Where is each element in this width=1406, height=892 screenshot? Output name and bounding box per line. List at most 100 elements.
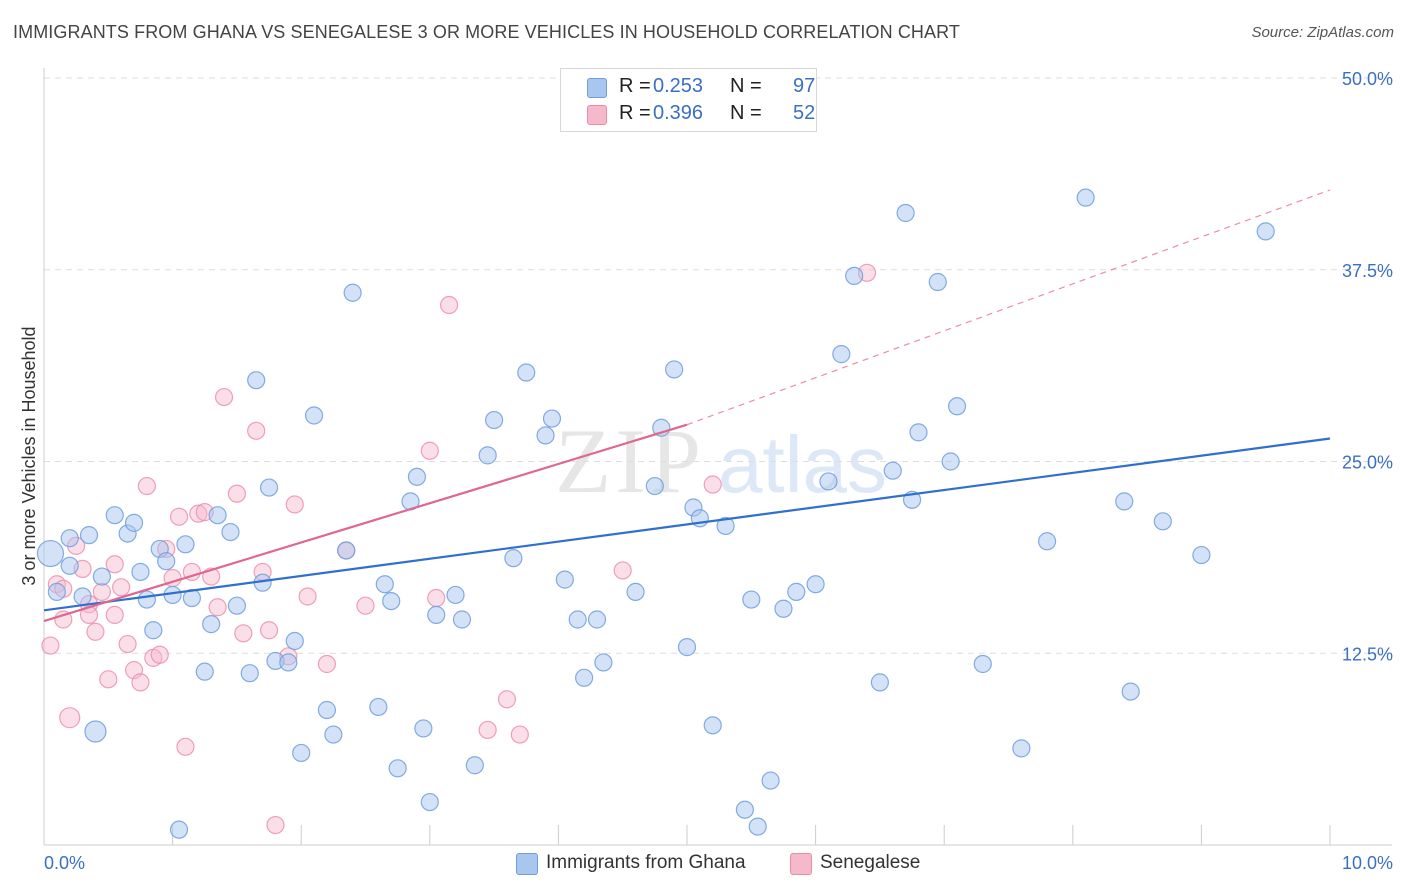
ghana-point — [60, 556, 79, 575]
ghana-point — [542, 409, 562, 428]
ghana-point — [517, 363, 536, 382]
senegalese-point — [510, 725, 529, 744]
ghana-point — [665, 360, 684, 379]
ghana-point — [1153, 512, 1172, 531]
ghana-point — [973, 654, 992, 674]
senegalese-point — [427, 588, 446, 608]
ghana-point — [292, 743, 311, 763]
source-label: Source: ZipAtlas.com — [1251, 24, 1394, 41]
ghana-legend-swatch — [516, 853, 538, 875]
ghana-point — [369, 697, 388, 717]
ghana-point — [909, 423, 928, 442]
senegalese-point — [92, 582, 111, 601]
ghana-point — [407, 467, 427, 486]
senegalese-point — [105, 555, 124, 574]
senegalese-point — [298, 587, 317, 606]
senegalese-point — [234, 624, 253, 643]
ghana-point — [928, 272, 947, 292]
ghana-point — [337, 541, 356, 560]
senegalese-point — [420, 441, 439, 460]
senegalese-trend-extension — [686, 189, 1331, 426]
ghana-point — [1012, 739, 1031, 758]
ghana-point — [1037, 532, 1057, 551]
ghana-point — [941, 452, 960, 471]
ghana-point — [414, 719, 433, 738]
ghana-point — [227, 596, 246, 615]
correlation-legend: R = 0.253 N = 97 R = 0.396 N = 52 — [560, 68, 817, 132]
ghana-point — [677, 638, 697, 657]
senegalese-point — [99, 670, 118, 689]
ghana-point — [626, 582, 645, 601]
ghana-point — [452, 610, 472, 629]
ghana-point — [446, 585, 465, 605]
senegalese-point — [169, 507, 189, 526]
ghana-point — [221, 522, 240, 542]
ghana-point — [703, 716, 722, 735]
senegalese-point — [227, 484, 246, 503]
axes — [43, 68, 1392, 846]
senegalese-legend-label: Senegalese — [820, 852, 921, 873]
watermark-atlas: atlas — [718, 420, 887, 509]
senegalese-point — [150, 645, 169, 664]
ghana-swatch — [587, 78, 607, 98]
ghana-point — [202, 615, 221, 634]
senegalese-point — [703, 475, 722, 494]
x-tick-label: 10.0% — [1342, 853, 1393, 873]
senegalese-point — [214, 387, 234, 407]
ghana-point — [742, 590, 761, 609]
ghana-point — [279, 653, 298, 672]
ghana-point — [105, 506, 124, 525]
ghana-point — [947, 397, 967, 416]
senegalese-point — [105, 605, 124, 625]
ghana-point — [587, 610, 607, 629]
legend-r-value: 0.253 — [653, 75, 704, 97]
ghana-trend-line — [43, 437, 1331, 612]
ghana-point — [144, 621, 163, 640]
senegalese-point — [613, 561, 632, 580]
ghana-point — [465, 756, 484, 775]
senegalese-point — [189, 504, 208, 523]
ghana-point — [1076, 188, 1095, 207]
ghana-point — [870, 673, 890, 692]
senegalese-point — [208, 598, 227, 617]
senegalese-point — [285, 495, 304, 514]
legend-n-label: N = — [730, 75, 762, 97]
ghana-point — [343, 283, 362, 302]
ghana-point — [157, 552, 176, 571]
ghana-point — [478, 446, 497, 465]
ghana-point — [819, 472, 838, 491]
series-legend: Immigrants from Ghana Senegalese — [0, 851, 1406, 877]
senegalese-point — [118, 634, 137, 654]
senegalese-point — [497, 690, 517, 709]
ghana-point — [36, 539, 65, 568]
ghana-point — [761, 771, 780, 790]
ghana-point — [748, 817, 767, 836]
ghana-point — [845, 266, 864, 285]
ghana-point — [420, 792, 439, 812]
senegalese-point — [59, 707, 81, 729]
ghana-point — [79, 526, 99, 545]
ghana-point — [304, 406, 324, 425]
legend-n-label: N = — [730, 102, 762, 124]
ghana-legend-label: Immigrants from Ghana — [546, 852, 746, 873]
ghana-point — [382, 591, 401, 611]
senegalese-point — [478, 720, 497, 740]
x-tick-label: 0.0% — [44, 853, 85, 873]
senegalese-point — [259, 621, 279, 640]
ghana-point — [1121, 682, 1140, 701]
ghana-point — [47, 582, 66, 601]
legend-r-label: R = — [619, 102, 651, 124]
ghana-points — [36, 188, 1275, 839]
senegalese-point — [266, 815, 285, 835]
ghana-point — [536, 426, 555, 445]
y-axis-label: 3 or more Vehicles in Household — [19, 326, 39, 585]
trend-lines — [43, 189, 1331, 623]
ghana-point — [240, 664, 259, 683]
ghana-point — [1192, 545, 1211, 565]
ghana-point — [883, 461, 902, 480]
senegalese-point — [41, 636, 60, 655]
ghana-point — [195, 662, 214, 681]
ghana-point — [575, 668, 594, 687]
ghana-point — [1115, 492, 1134, 511]
